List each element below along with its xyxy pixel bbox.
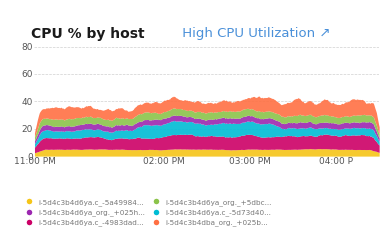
Text: High CPU Utilization ↗: High CPU Utilization ↗: [178, 27, 330, 40]
Text: CPU % by host: CPU % by host: [31, 27, 145, 41]
Legend: i-5d4c3b4d6ya.c_-5a49984..., i-5d4c3b4d6ya_org._+025h..., i-5d4c3b4d6ya.c_-4983d: i-5d4c3b4d6ya.c_-5a49984..., i-5d4c3b4d6…: [19, 196, 275, 230]
